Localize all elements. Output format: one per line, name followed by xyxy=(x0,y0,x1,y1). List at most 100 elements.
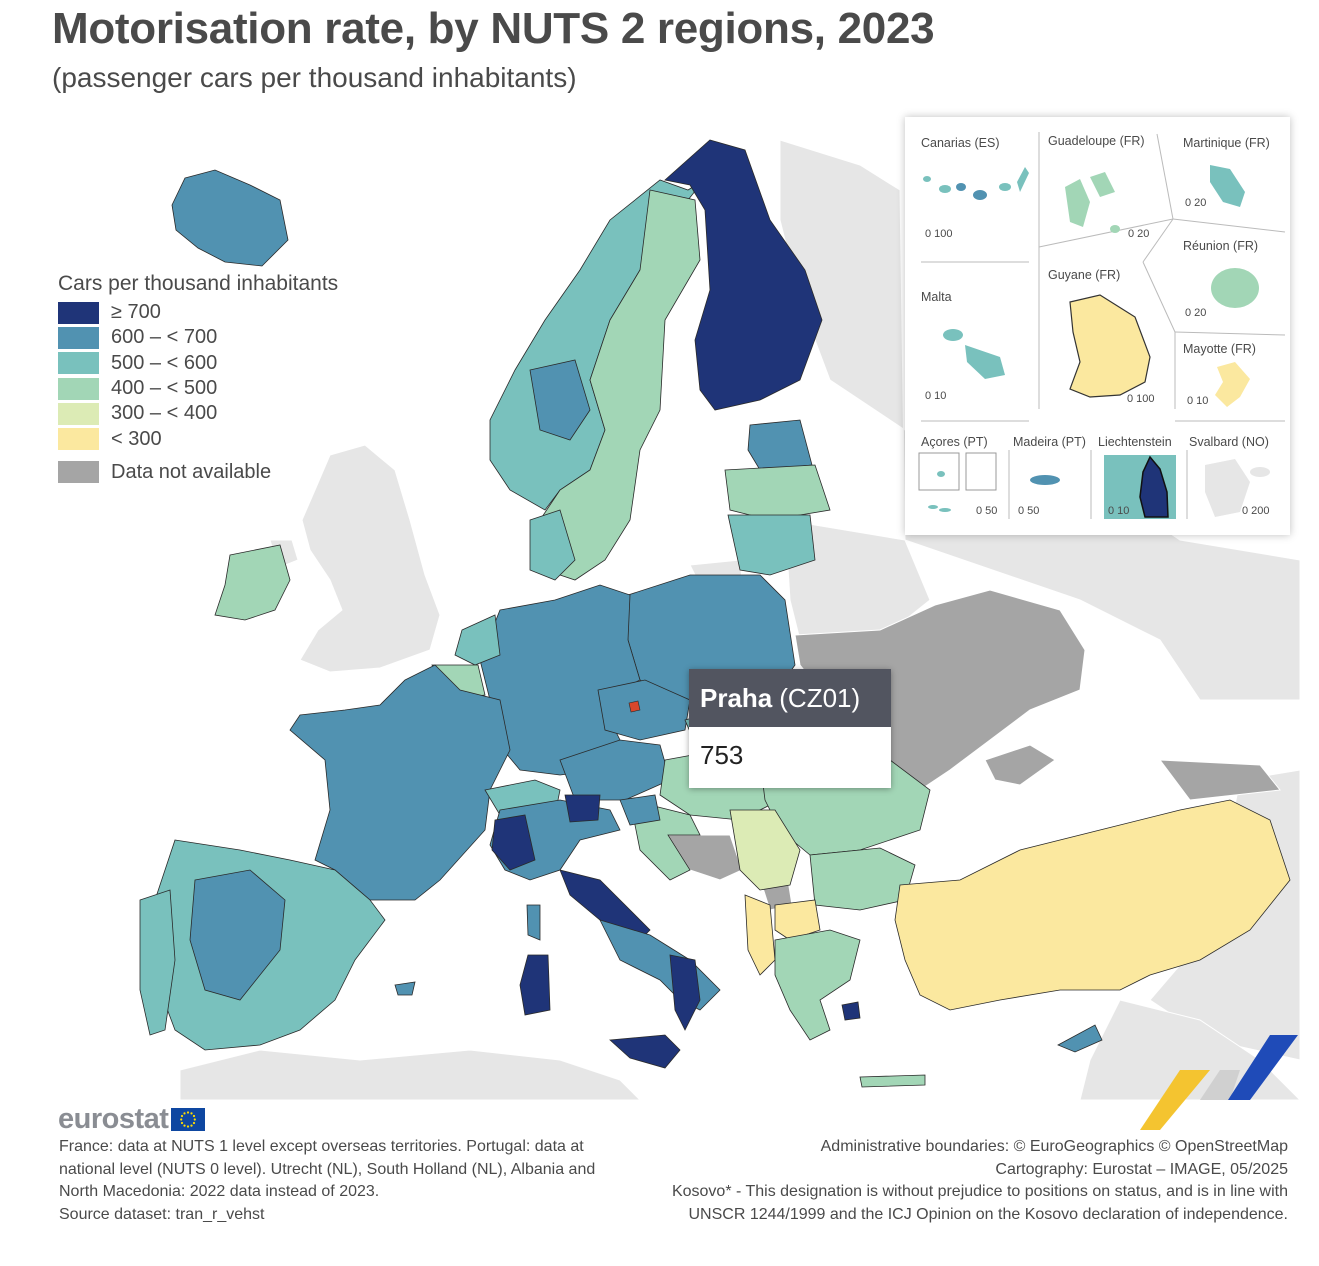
footnote-line: national level (NUTS 0 level). Utrecht (… xyxy=(59,1160,596,1178)
source-dataset: Source dataset: tran_r_vehst xyxy=(59,1205,265,1223)
reunion-island xyxy=(1211,268,1259,308)
eu-flag-icon xyxy=(171,1108,206,1131)
region-denmark xyxy=(529,509,576,581)
inset-label-liechtenstein: Liechtenstein xyxy=(1098,435,1172,449)
region-praha-highlight[interactable] xyxy=(628,700,641,713)
scale-bar-acores: 0 50 xyxy=(976,505,998,517)
inset-label-reunion: Réunion (FR) xyxy=(1183,239,1259,253)
region-france xyxy=(289,664,511,901)
map-title: Motorisation rate, by NUTS 2 regions, 20… xyxy=(52,4,935,53)
inset-label-guadeloupe: Guadeloupe (FR) xyxy=(1048,134,1145,148)
region-sicily xyxy=(609,1034,681,1069)
region-balearics xyxy=(394,981,416,996)
region-attica xyxy=(841,1001,861,1021)
kosovo-note: UNSCR 1244/1999 and the ICJ Opinion on t… xyxy=(688,1205,1288,1223)
region-cyprus xyxy=(1057,1024,1103,1053)
region-turkey xyxy=(894,799,1291,1011)
legend-label: 600 – < 700 xyxy=(111,326,218,349)
inset-label-guyane: Guyane (FR) xyxy=(1048,268,1121,282)
inset-label-canarias: Canarias (ES) xyxy=(921,136,1000,150)
tooltip-region-code: (CZ01) xyxy=(779,682,861,713)
legend-label: 500 – < 600 xyxy=(111,351,218,374)
europe-choropleth-map xyxy=(139,139,1301,1100)
scale-bar-martinique: 0 20 xyxy=(1185,197,1207,209)
martinique-island xyxy=(1210,165,1245,207)
eurostat-logo[interactable]: eurostat xyxy=(58,1103,206,1136)
legend-item: ≥ 700 xyxy=(58,300,338,325)
mayotte-island xyxy=(1215,362,1250,407)
region-italy-south xyxy=(599,919,721,1011)
region-iceland xyxy=(171,169,289,267)
region-spain-centre xyxy=(189,869,286,1001)
footnote-line: France: data at NUTS 1 level except over… xyxy=(59,1138,584,1155)
legend-item: 600 – < 700 xyxy=(58,325,338,350)
region-lithuania xyxy=(727,514,816,576)
region-calabria xyxy=(669,954,701,1031)
map-subtitle: (passenger cars per thousand inhabitants… xyxy=(52,62,577,93)
boundaries-credit: Administrative boundaries: © EuroGeograp… xyxy=(820,1138,1288,1155)
footnote-line: North Macedonia: 2022 data instead of 20… xyxy=(59,1183,380,1200)
region-latvia xyxy=(724,464,831,521)
inset-label-mayotte: Mayotte (FR) xyxy=(1183,342,1256,356)
legend-label: 400 – < 500 xyxy=(111,377,218,400)
legend-swatch xyxy=(58,461,99,484)
inset-label-martinique: Martinique (FR) xyxy=(1183,136,1270,150)
scale-bar-reunion: 0 20 xyxy=(1185,307,1207,319)
legend-item: < 300 xyxy=(58,426,338,451)
tooltip-header: Praha (CZ01) xyxy=(689,669,891,727)
scale-bar-svalbard: 0 200 xyxy=(1242,505,1270,517)
region-italy-trentino xyxy=(564,794,601,823)
legend-swatch xyxy=(58,301,99,324)
footnotes-right: Administrative boundaries: © EuroGeograp… xyxy=(672,1136,1288,1226)
footnotes-left: France: data at NUTS 1 level except over… xyxy=(59,1136,595,1226)
region-tooltip: Praha (CZ01) 753 xyxy=(689,669,891,788)
region-crete xyxy=(859,1074,926,1088)
region-ireland xyxy=(214,544,291,621)
legend-swatch xyxy=(58,402,99,425)
great-britain xyxy=(299,444,441,673)
legend-item: 400 – < 500 xyxy=(58,376,338,401)
region-italy-piemonte xyxy=(491,814,536,871)
inset-label-malta: Malta xyxy=(921,290,952,304)
legend-swatch xyxy=(58,377,99,400)
region-sardinia xyxy=(519,954,551,1016)
eu-regions xyxy=(139,139,1291,1088)
legend-item: 300 – < 400 xyxy=(58,401,338,426)
legend-label: Data not available xyxy=(111,460,272,483)
svalbard-islands xyxy=(1205,459,1270,517)
decorative-stripes xyxy=(1140,1035,1298,1130)
acores-islands xyxy=(918,452,997,512)
scale-bar-guadeloupe: 0 20 xyxy=(1128,228,1150,240)
legend-swatch xyxy=(58,352,99,375)
crimea xyxy=(984,744,1056,786)
russia-east xyxy=(779,139,1301,701)
legend-label: < 300 xyxy=(111,427,162,450)
legend-title: Cars per thousand inhabitants xyxy=(58,272,339,295)
guyane-territory xyxy=(1069,294,1151,398)
inset-maps xyxy=(918,132,1286,519)
legend-swatch xyxy=(58,428,99,451)
scale-bar-liechtenstein: 0 10 xyxy=(1108,505,1130,517)
georgia-area xyxy=(1158,759,1281,801)
no-data-regions xyxy=(667,589,1281,911)
inset-panel: Canarias (ES) Guadeloupe (FR) Martinique… xyxy=(905,117,1290,535)
region-serbia xyxy=(729,809,801,891)
region-slovenia xyxy=(619,794,661,826)
legend-label: 300 – < 400 xyxy=(111,402,218,425)
liechtenstein-territory xyxy=(1139,455,1169,518)
north-africa xyxy=(179,1049,641,1100)
inset-label-acores: Açores (PT) xyxy=(921,435,988,449)
madeira-island xyxy=(1030,475,1060,485)
canarias-islands xyxy=(923,167,1029,200)
region-portugal xyxy=(139,889,176,1036)
eurostat-wordmark: eurostat xyxy=(58,1103,169,1135)
scale-bar-canarias: 0 100 xyxy=(925,228,953,240)
region-estonia xyxy=(747,419,813,471)
scale-bar-madeira: 0 50 xyxy=(1018,505,1040,517)
tooltip-value: 753 xyxy=(700,740,744,770)
legend-item-no-data: Data not available xyxy=(58,460,338,485)
malta-islands xyxy=(943,329,1005,379)
kosovo-note: Kosovo* - This designation is without pr… xyxy=(671,1183,1288,1200)
region-finland xyxy=(664,139,823,411)
scale-bar-malta: 0 10 xyxy=(925,390,947,402)
